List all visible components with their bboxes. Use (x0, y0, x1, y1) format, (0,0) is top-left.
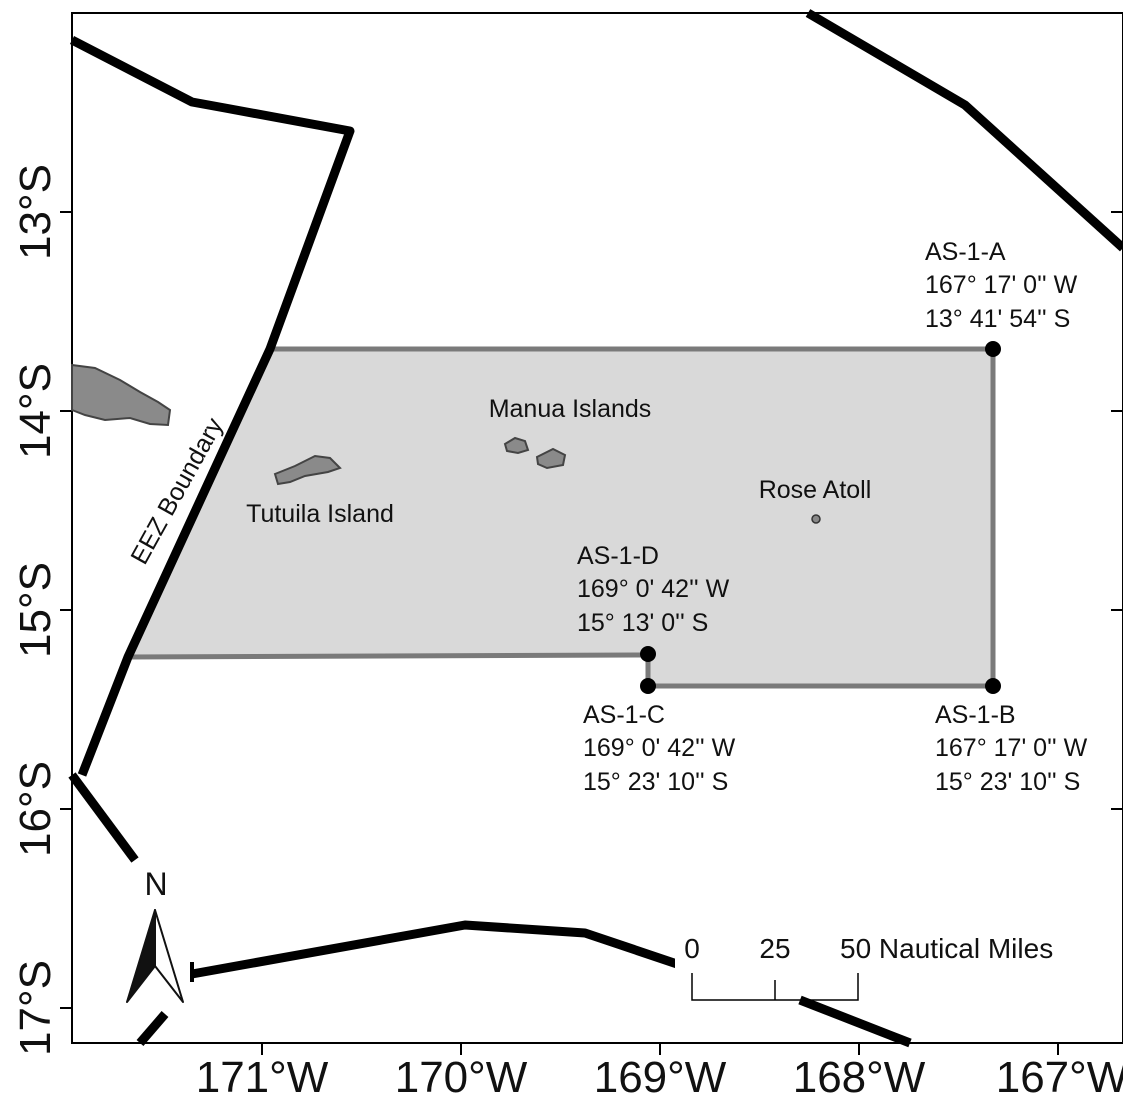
rose-atoll-marker (811, 514, 821, 524)
point-d-lat: 15° 13' 0'' S (577, 609, 708, 637)
lat-tick-14s: 14°S (11, 363, 60, 459)
manua-island-ofu (503, 436, 530, 455)
lon-tick-167w: 167°W (996, 1053, 1123, 1098)
manua-islands-label: Manua Islands (489, 395, 652, 423)
islands (71, 363, 567, 486)
point-c-marker (640, 678, 656, 694)
point-a-lon: 167° 17' 0'' W (925, 271, 1078, 299)
north-label: N (144, 866, 167, 902)
point-d-id: AS-1-D (577, 542, 659, 570)
point-b-id: AS-1-B (935, 701, 1016, 729)
tutuila-island-label: Tutuila Island (246, 500, 394, 528)
point-a-marker (985, 341, 1001, 357)
point-b-lat: 15° 23' 10'' S (935, 768, 1080, 796)
corner-points (640, 341, 1001, 694)
lat-tick-15s: 15°S (11, 562, 60, 658)
lon-tick-171w: 171°W (196, 1053, 329, 1098)
point-a-label: AS-1-A 167° 17' 0'' W 13° 41' 54'' S (925, 238, 1078, 333)
lon-tick-169w: 169°W (594, 1053, 727, 1098)
scale-bar-background (675, 925, 1115, 970)
north-arrow-light-half (154, 909, 184, 1003)
manua-island-tau (535, 447, 567, 470)
point-a-lat: 13° 41' 54'' S (925, 305, 1070, 333)
point-d-marker (640, 646, 656, 662)
scale-tick-0: 0 (684, 933, 700, 964)
eez-boundary-line (68, 9, 1123, 1048)
rose-atoll-label: Rose Atoll (759, 476, 872, 504)
point-b-lon: 167° 17' 0'' W (935, 734, 1088, 762)
frame-ticks (60, 211, 1123, 1055)
scale-tick-50: 50 Nautical Miles (840, 933, 1053, 964)
lat-tick-16s: 16°S (11, 761, 60, 857)
point-d-lon: 169° 0' 42'' W (577, 575, 730, 603)
lat-tick-13s: 13°S (11, 164, 60, 260)
lat-tick-17s: 17°S (11, 960, 60, 1056)
point-a-id: AS-1-A (925, 238, 1006, 266)
tutuila-island (273, 454, 342, 486)
upolu-island (71, 363, 172, 427)
point-c-label: AS-1-C 169° 0' 42'' W 15° 23' 10'' S (583, 701, 736, 796)
point-d-label: AS-1-D 169° 0' 42'' W 15° 13' 0'' S (577, 542, 730, 637)
point-b-label: AS-1-B 167° 17' 0'' W 15° 23' 10'' S (935, 701, 1088, 796)
lon-tick-170w: 170°W (395, 1053, 528, 1098)
lon-tick-168w: 168°W (793, 1053, 926, 1098)
scale-tick-25: 25 (759, 933, 790, 964)
point-b-marker (985, 678, 1001, 694)
north-arrow: N (126, 866, 184, 1003)
point-c-id: AS-1-C (583, 701, 665, 729)
point-c-lat: 15° 23' 10'' S (583, 768, 728, 796)
point-c-lon: 169° 0' 42'' W (583, 734, 736, 762)
latitude-axis: 13°S 14°S 15°S 16°S 17°S (11, 164, 60, 1056)
scale-bar: 0 25 50 Nautical Miles (675, 925, 1115, 1001)
longitude-axis: 171°W 170°W 169°W 168°W 167°W (196, 1053, 1123, 1098)
